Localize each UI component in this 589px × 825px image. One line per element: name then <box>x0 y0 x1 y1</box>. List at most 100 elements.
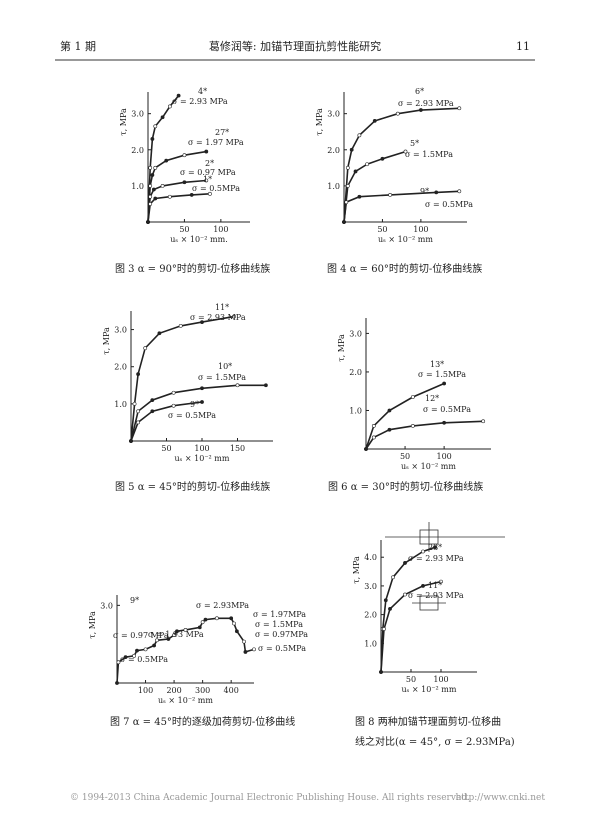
x-tick-label: 150 <box>230 444 245 453</box>
y-axis-label: τ, MPa <box>119 108 128 136</box>
data-point <box>150 173 155 177</box>
data-point <box>365 162 369 167</box>
figure-caption: 图 3 α = 90°时的剪切-位移曲线族 <box>115 262 270 275</box>
stress-label: σ = 2.93 MPa <box>172 97 228 106</box>
data-point <box>403 592 407 597</box>
data-point <box>148 183 153 188</box>
annotation: σ = 0.97MPa <box>255 630 308 639</box>
annotation: σ = 0.5MPa <box>258 644 306 653</box>
specimen-label: 11* <box>215 303 229 312</box>
data-point <box>342 220 346 224</box>
figure-caption: 图 7 α = 45°时的逐级加荷剪切-位移曲线 <box>110 715 295 728</box>
specimen-label: 1* <box>203 175 212 184</box>
data-point <box>252 647 256 652</box>
data-point <box>132 653 137 658</box>
data-point <box>132 401 137 406</box>
data-point <box>395 111 400 116</box>
curve <box>147 193 210 223</box>
y-axis-label: τ, MPa <box>352 556 361 584</box>
annotation: σ = 0.97 MPa <box>113 631 169 640</box>
data-point <box>160 183 165 188</box>
y-tick-label: 1.0 <box>327 182 340 191</box>
curve <box>343 107 460 223</box>
data-point <box>150 398 155 403</box>
figure-caption: 图 6 α = 30°时的剪切-位移曲线族 <box>328 480 483 493</box>
data-point <box>371 423 376 428</box>
specimen-label: 4* <box>198 87 207 96</box>
x-tick-label: 50 <box>400 452 410 461</box>
y-tick-label: 1.0 <box>131 182 144 191</box>
data-point <box>167 194 172 199</box>
data-point <box>171 390 176 395</box>
data-point <box>200 620 205 625</box>
y-tick-label: 2.0 <box>114 363 127 372</box>
x-tick-label: 100 <box>433 675 448 684</box>
data-point <box>214 616 219 621</box>
data-point <box>357 133 362 138</box>
x-tick-label: 100 <box>194 444 209 453</box>
data-point <box>434 190 439 195</box>
data-point <box>148 194 153 199</box>
data-point <box>200 320 204 325</box>
stress-label: σ = 0.5MPa <box>168 411 216 420</box>
data-point <box>263 383 268 388</box>
x-tick-label: 100 <box>138 686 153 695</box>
specimen-label: 12* <box>425 394 439 403</box>
data-point <box>123 655 128 660</box>
y-tick-label: 3.0 <box>114 326 127 335</box>
issue: 第 1 期 <box>60 39 96 53</box>
x-tick-label: 50 <box>406 675 416 684</box>
y-tick-label: 2.0 <box>131 146 144 155</box>
data-point <box>391 575 395 580</box>
data-point <box>136 420 141 425</box>
annotation: σ = 0.5MPa <box>120 655 168 664</box>
data-point <box>176 93 181 98</box>
x-tick-label: 100 <box>436 452 451 461</box>
data-point <box>200 386 204 391</box>
data-point <box>382 627 386 631</box>
x-axis-label: uₛ × 10⁻² mm <box>158 696 213 705</box>
data-point <box>153 124 158 129</box>
y-axis-label: τ, MPa <box>102 327 111 355</box>
data-point <box>178 323 183 328</box>
data-point <box>143 346 148 351</box>
data-point <box>232 314 236 319</box>
data-point <box>229 616 234 621</box>
specimen-label: 13* <box>430 360 444 369</box>
data-point <box>171 403 176 408</box>
data-point <box>129 439 133 443</box>
y-tick-label: 2.0 <box>349 368 362 377</box>
y-tick-label: 3.0 <box>349 329 362 338</box>
figure-caption: 图 4 α = 60°时的剪切-位移曲线族 <box>327 262 482 275</box>
curve <box>365 420 484 450</box>
x-tick-label: 100 <box>213 225 228 234</box>
data-point <box>344 200 349 205</box>
stress-label: σ = 1.5MPa <box>418 370 466 379</box>
x-tick-label: 100 <box>413 225 428 234</box>
data-point <box>148 202 153 206</box>
specimen-label: 5* <box>410 139 419 148</box>
x-axis-label: uₛ × 10⁻² mm <box>402 685 457 694</box>
data-point <box>155 638 159 643</box>
y-axis-label: τ, MPa <box>315 108 324 136</box>
specimen-label: 2* <box>205 159 214 168</box>
data-point <box>418 108 423 112</box>
data-point <box>167 104 172 109</box>
annotation: σ = 1.93 MPa <box>148 630 204 639</box>
running-title: 葛修润等: 加锚节理面抗剪性能研究 <box>209 39 381 53</box>
data-point <box>152 643 157 648</box>
data-point <box>421 549 425 554</box>
data-point <box>200 400 204 404</box>
specimen-icons <box>385 522 505 611</box>
y-axis-label: τ, MPa <box>88 611 97 639</box>
figure-caption: 图 8 两种加锚节理面剪切-位移曲 <box>355 715 501 728</box>
specimen-label: 9* <box>190 400 199 409</box>
data-point <box>345 183 350 188</box>
data-point <box>189 193 194 197</box>
specimen-label: 11* <box>428 581 442 590</box>
data-point <box>136 372 141 377</box>
data-point <box>349 147 354 152</box>
data-point <box>242 639 246 644</box>
y-tick-label: 1.0 <box>349 406 362 415</box>
data-point <box>457 106 462 111</box>
